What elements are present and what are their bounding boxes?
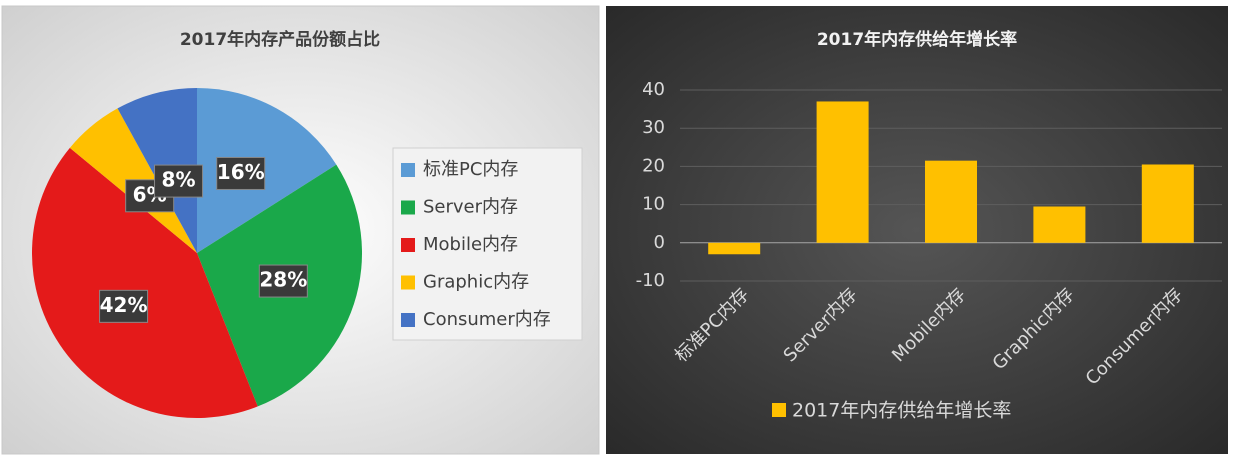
data-label: 8% bbox=[162, 168, 196, 192]
legend-box bbox=[392, 147, 583, 341]
pie-chart: 2017年内存产品份额占比 16%28%42%6%8% 标准PC内存Server内… bbox=[32, 29, 583, 418]
legend-label: Consumer内存 bbox=[423, 309, 551, 330]
y-tick-label: 10 bbox=[642, 194, 665, 215]
chart-title: 2017年内存产品份额占比 bbox=[180, 29, 380, 50]
data-label-box bbox=[99, 289, 149, 323]
bar bbox=[816, 101, 869, 243]
data-label: 42% bbox=[100, 293, 148, 317]
y-tick-label: 40 bbox=[642, 79, 665, 100]
y-tick-label: 30 bbox=[642, 117, 665, 138]
legend-label: Graphic内存 bbox=[423, 272, 529, 293]
chart-title: 2017年内存供给年增长率 bbox=[817, 29, 1017, 50]
bar-panel bbox=[606, 6, 1228, 454]
bar bbox=[1033, 206, 1086, 243]
bar bbox=[1141, 164, 1194, 243]
legend-swatch bbox=[401, 163, 415, 177]
data-label: 16% bbox=[217, 160, 265, 184]
y-tick-label: 0 bbox=[654, 232, 665, 253]
data-label: 28% bbox=[259, 268, 307, 292]
y-tick-label: 20 bbox=[642, 155, 665, 176]
legend-swatch bbox=[401, 200, 415, 215]
legend-label: 标准PC内存 bbox=[423, 159, 518, 180]
pie-slice bbox=[197, 88, 337, 253]
bar bbox=[925, 160, 977, 243]
legend-swatch bbox=[401, 238, 415, 252]
legend-swatch bbox=[401, 313, 415, 327]
pie-slice bbox=[32, 147, 258, 418]
legend-label: Mobile内存 bbox=[423, 234, 518, 255]
data-label-box bbox=[154, 164, 204, 198]
legend-label: Server内存 bbox=[423, 197, 518, 218]
y-tick-label: -10 bbox=[636, 270, 665, 291]
data-label-box bbox=[258, 264, 308, 298]
bar bbox=[708, 242, 761, 255]
legend-label: 2017年内存供给年增长率 bbox=[792, 400, 1011, 422]
legend-swatch bbox=[772, 403, 786, 417]
legend-swatch bbox=[401, 275, 415, 290]
data-label-box bbox=[216, 156, 266, 190]
